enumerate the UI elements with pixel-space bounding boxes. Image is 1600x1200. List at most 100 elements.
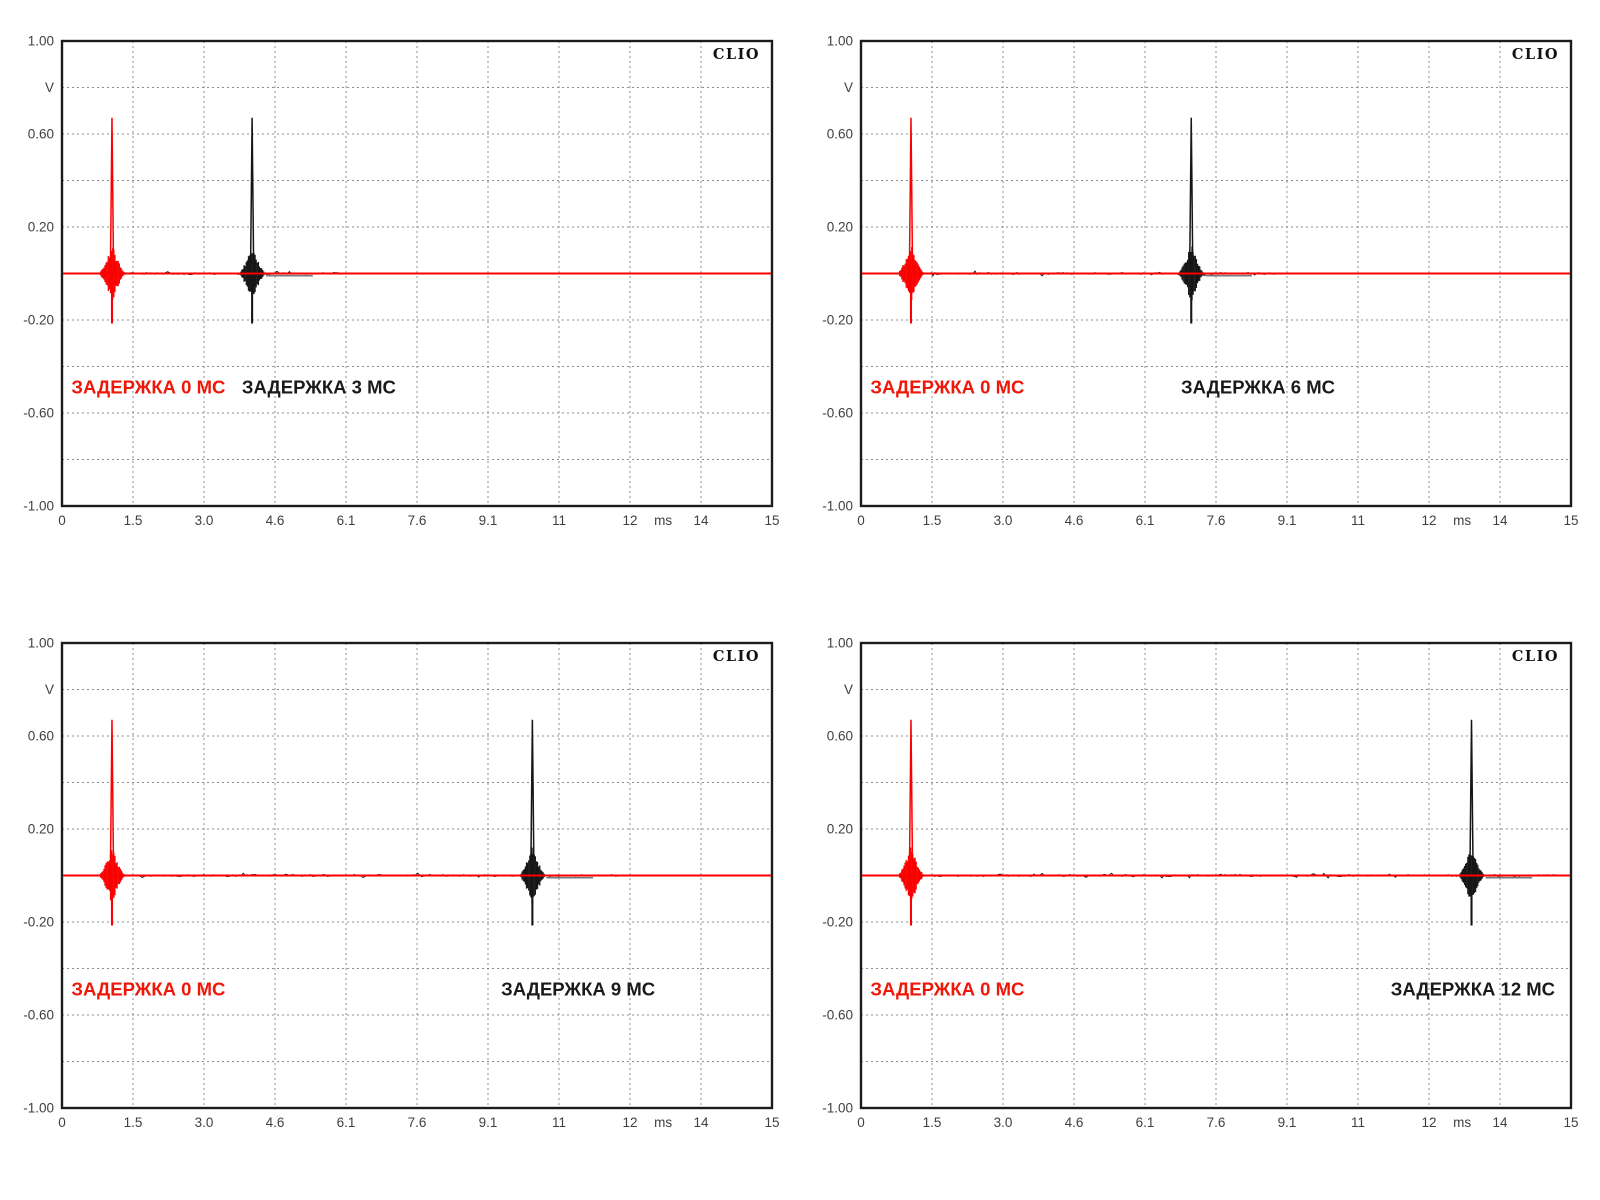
x-tick-label: 6.1 <box>1136 1115 1155 1130</box>
x-tick-label: 0 <box>58 1115 66 1130</box>
y-tick-label: 0.60 <box>827 127 853 142</box>
y-axis-labels: 1.00 V 0.60 0.20 -0.20 -0.60 -1.00 <box>23 636 54 1116</box>
y-tick-label: 0.60 <box>827 729 853 744</box>
chart-panel-delay-3ms: CLIO ЗАДЕРЖКА 0 МС ЗАДЕРЖКА 3 МС 1.00 V 0.60 0… <box>23 34 779 529</box>
x-tick-label: 0 <box>58 513 66 528</box>
y-tick-label: -1.00 <box>822 1101 853 1116</box>
x-tick-label: 14 <box>693 1115 709 1130</box>
x-tick-label: 7.6 <box>1207 513 1226 528</box>
chart-panel-delay-9ms: CLIO ЗАДЕРЖКА 0 МС ЗАДЕРЖКА 9 МС 1.00 V 0.60 0… <box>23 636 779 1131</box>
x-axis-labels: 0 1.5 3.0 4.6 6.1 7.6 9.1 11 12 ms 14 15 <box>857 1115 1578 1130</box>
delayed-impulse-burst <box>1458 719 1486 926</box>
x-tick-label: 9.1 <box>1278 513 1297 528</box>
x-tick-label: 4.6 <box>1065 513 1084 528</box>
x-tick-label: 3.0 <box>195 513 214 528</box>
x-axis-unit: ms <box>1453 513 1471 528</box>
chart-panel-delay-6ms: CLIO ЗАДЕРЖКА 0 МС ЗАДЕРЖКА 6 МС 1.00 V 0.60 0… <box>822 34 1578 529</box>
delay-label-delayed: ЗАДЕРЖКА 3 МС <box>242 376 396 397</box>
x-tick-label: 4.6 <box>266 1115 285 1130</box>
x-tick-label: 12 <box>1421 1115 1436 1130</box>
y-tick-label: 0.20 <box>28 220 54 235</box>
x-tick-label: 12 <box>622 1115 637 1130</box>
clio-logo: CLIO <box>1512 648 1559 665</box>
y-tick-label: 0.20 <box>28 822 54 837</box>
x-tick-label: 6.1 <box>1136 513 1155 528</box>
x-tick-label: 1.5 <box>124 1115 143 1130</box>
x-tick-label: 11 <box>1351 1115 1365 1130</box>
x-tick-label: 15 <box>764 513 779 528</box>
y-tick-label: 1.00 <box>28 34 54 49</box>
y-tick-label: 0.20 <box>827 220 853 235</box>
x-tick-label: 11 <box>552 1115 566 1130</box>
x-tick-label: 1.5 <box>923 1115 942 1130</box>
y-tick-label: -0.60 <box>23 1008 54 1023</box>
x-axis-labels: 0 1.5 3.0 4.6 6.1 7.6 9.1 11 12 ms 14 15 <box>58 1115 779 1130</box>
x-tick-label: 12 <box>1421 513 1436 528</box>
x-tick-label: 0 <box>857 513 865 528</box>
delayed-impulse-burst <box>1178 117 1205 324</box>
x-tick-label: 14 <box>693 513 709 528</box>
x-tick-label: 12 <box>622 513 637 528</box>
y-axis-labels: 1.00 V 0.60 0.20 -0.20 -0.60 -1.00 <box>822 34 853 514</box>
x-tick-label: 11 <box>1351 513 1365 528</box>
reference-impulse-burst <box>98 719 126 926</box>
y-axis-unit: V <box>45 80 54 95</box>
y-axis-unit: V <box>844 80 853 95</box>
y-tick-label: -0.20 <box>822 313 853 328</box>
x-tick-label: 9.1 <box>479 1115 498 1130</box>
y-tick-label: -0.60 <box>822 1008 853 1023</box>
clio-logo: CLIO <box>1512 46 1559 63</box>
x-tick-label: 15 <box>1563 1115 1578 1130</box>
x-tick-label: 3.0 <box>994 513 1013 528</box>
delayed-impulse-burst <box>239 117 266 324</box>
delay-label-delayed: ЗАДЕРЖКА 12 МС <box>1391 978 1555 999</box>
plot-border <box>859 39 1573 508</box>
reference-impulse-burst <box>897 719 925 926</box>
delay-label-delayed: ЗАДЕРЖКА 9 МС <box>501 978 655 999</box>
y-tick-label: 0.60 <box>28 729 54 744</box>
x-axis-unit: ms <box>1453 1115 1471 1130</box>
x-tick-label: 3.0 <box>994 1115 1013 1130</box>
delay-label-reference: ЗАДЕРЖКА 0 МС <box>71 978 225 999</box>
x-tick-label: 15 <box>764 1115 779 1130</box>
x-tick-label: 7.6 <box>408 513 427 528</box>
x-tick-label: 7.6 <box>1207 1115 1226 1130</box>
x-tick-label: 14 <box>1492 513 1508 528</box>
y-tick-label: -0.20 <box>822 915 853 930</box>
x-tick-label: 9.1 <box>479 513 498 528</box>
delay-label-reference: ЗАДЕРЖКА 0 МС <box>870 978 1024 999</box>
x-tick-label: 14 <box>1492 1115 1508 1130</box>
clio-logo: CLIO <box>713 46 760 63</box>
y-tick-label: 1.00 <box>827 636 853 651</box>
x-tick-label: 1.5 <box>124 513 143 528</box>
plot-border <box>859 641 1573 1110</box>
x-tick-label: 15 <box>1563 513 1578 528</box>
x-axis-labels: 0 1.5 3.0 4.6 6.1 7.6 9.1 11 12 ms 14 15 <box>58 513 779 528</box>
x-tick-label: 1.5 <box>923 513 942 528</box>
x-tick-label: 4.6 <box>1065 1115 1084 1130</box>
y-tick-label: -0.20 <box>23 313 54 328</box>
y-tick-label: -1.00 <box>822 499 853 514</box>
x-tick-label: 3.0 <box>195 1115 214 1130</box>
y-tick-label: 1.00 <box>28 636 54 651</box>
x-tick-label: 0 <box>857 1115 865 1130</box>
plot-border <box>60 39 774 508</box>
y-axis-labels: 1.00 V 0.60 0.20 -0.20 -0.60 -1.00 <box>822 636 853 1116</box>
y-tick-label: -0.60 <box>822 406 853 421</box>
chart-panel-delay-12ms: CLIO ЗАДЕРЖКА 0 МС ЗАДЕРЖКА 12 МС 1.00 V 0.60… <box>822 636 1578 1131</box>
delayed-impulse-burst <box>519 719 546 926</box>
y-tick-label: -1.00 <box>23 499 54 514</box>
y-tick-label: 0.60 <box>28 127 54 142</box>
x-tick-label: 6.1 <box>337 513 356 528</box>
y-tick-label: -0.20 <box>23 915 54 930</box>
plot-border <box>60 641 774 1110</box>
x-tick-label: 4.6 <box>266 513 285 528</box>
y-axis-unit: V <box>45 682 54 697</box>
x-tick-label: 9.1 <box>1278 1115 1297 1130</box>
y-tick-label: 1.00 <box>827 34 853 49</box>
x-tick-label: 6.1 <box>337 1115 356 1130</box>
x-tick-label: 7.6 <box>408 1115 427 1130</box>
y-axis-labels: 1.00 V 0.60 0.20 -0.20 -0.60 -1.00 <box>23 34 54 514</box>
